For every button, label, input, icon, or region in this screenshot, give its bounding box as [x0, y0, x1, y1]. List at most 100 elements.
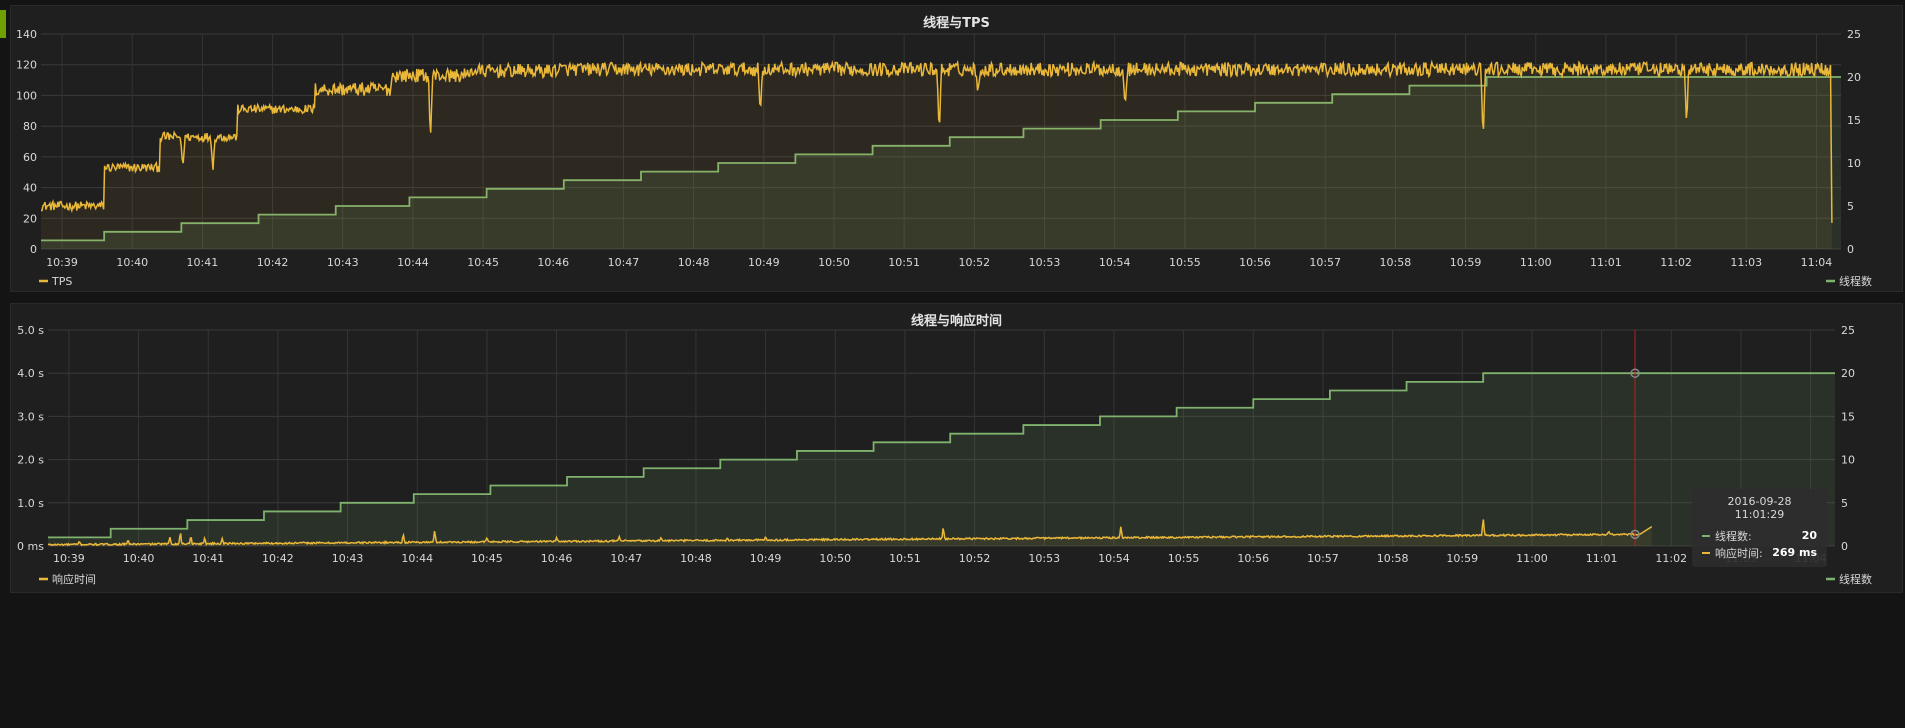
x-tick: 10:46 [541, 552, 573, 565]
x-tick: 10:59 [1450, 256, 1482, 269]
x-tick: 11:00 [1520, 256, 1552, 269]
y-right-tick: 10 [1841, 454, 1855, 467]
y-left-tick: 0 ms [17, 540, 44, 553]
x-tick: 10:43 [327, 256, 359, 269]
x-tick: 10:55 [1169, 256, 1201, 269]
threads-line [41, 76, 1841, 242]
y-left-tick: 100 [16, 89, 37, 102]
y-right-tick: 25 [1841, 324, 1855, 337]
x-tick: 10:40 [116, 256, 148, 269]
y-right-tick: 20 [1841, 367, 1855, 380]
y-right-tick: 5 [1841, 497, 1848, 510]
response-time-panel: 线程与响应时间 0 ms 1.0 s 2.0 s 3.0 s 4.0 s 5.0 s 0 5 1… [10, 303, 1903, 593]
y-left-tick: 4.0 s [17, 367, 44, 380]
tooltip-time: 2016-09-28 11:01:29 [1727, 495, 1792, 521]
x-tick: 10:39 [46, 256, 78, 269]
y-left-tick: 60 [23, 151, 37, 164]
y-right-tick: 15 [1841, 410, 1855, 423]
tps-panel-title[interactable]: 线程与TPS [923, 16, 990, 31]
x-tick: 11:03 [1730, 256, 1762, 269]
x-tick: 10:50 [818, 256, 850, 269]
x-tick: 11:02 [1660, 256, 1692, 269]
main-series-line [47, 519, 1653, 547]
x-tick: 10:59 [1446, 552, 1478, 565]
tooltip-row: 线程数: 20 [1702, 527, 1817, 544]
legend-label: 响应时间 [52, 572, 96, 586]
x-tick: 10:39 [53, 552, 85, 565]
y-right-tick: 10 [1847, 157, 1861, 170]
x-tick: 10:44 [401, 552, 433, 565]
x-tick: 10:49 [750, 552, 782, 565]
x-tick: 10:48 [680, 552, 712, 565]
tooltip-swatch [1702, 534, 1710, 537]
y-left-tick: 5.0 s [17, 324, 44, 337]
y-left-tick: 40 [23, 182, 37, 195]
hover-point-threads [1630, 368, 1640, 378]
y-right-tick: 25 [1847, 28, 1861, 41]
x-tick: 10:45 [471, 552, 503, 565]
y-left-tick: 80 [23, 120, 37, 133]
y-left-tick: 140 [16, 28, 37, 41]
main-series-area [48, 519, 1652, 546]
hover-tooltip: 2016-09-28 11:01:29 线程数: 20 响应时间: 269 ms [1692, 489, 1827, 567]
x-tick: 10:45 [467, 256, 499, 269]
tooltip-value: 20 [1801, 529, 1817, 542]
main-series-line [40, 59, 1833, 223]
x-tick: 11:01 [1590, 256, 1622, 269]
y-right-tick: 20 [1847, 71, 1861, 84]
x-tick: 11:02 [1655, 552, 1687, 565]
legend-right[interactable]: 线程数 [1826, 274, 1872, 288]
tooltip-label: 线程数: [1715, 529, 1752, 543]
y-right-tick: 5 [1847, 200, 1854, 213]
threads-line [48, 372, 1835, 539]
hover-point-response [1630, 529, 1640, 540]
x-tick: 10:47 [608, 256, 640, 269]
x-tick: 10:56 [1239, 256, 1271, 269]
x-tick: 10:55 [1168, 552, 1200, 565]
y-right-tick: 0 [1847, 243, 1854, 256]
y-left-tick: 3.0 s [17, 410, 44, 423]
x-tick: 10:42 [262, 552, 294, 565]
legend-left[interactable]: TPS [39, 275, 72, 288]
response-time-panel-title[interactable]: 线程与响应时间 [910, 314, 1002, 329]
x-tick: 10:53 [1028, 552, 1060, 565]
x-tick: 11:00 [1516, 552, 1548, 565]
legend-label: 线程数 [1839, 274, 1872, 288]
legend-left[interactable]: 响应时间 [39, 572, 96, 586]
x-tick: 10:54 [1099, 256, 1131, 269]
main-series-area [41, 62, 1832, 250]
threads-area [41, 77, 1841, 249]
tps-chart: 0 20 40 60 80 100 120 140 0 5 10 15 20 25 10:39 10:40 10… [16, 28, 1872, 288]
x-tick: 10:41 [192, 552, 224, 565]
y-left-tick: 20 [23, 212, 37, 225]
x-tick: 10:52 [959, 552, 991, 565]
x-tick: 10:43 [332, 552, 364, 565]
x-tick: 10:44 [397, 256, 429, 269]
y-left-tick: 1.0 s [17, 497, 44, 510]
x-tick: 10:53 [1029, 256, 1061, 269]
x-tick: 10:58 [1380, 256, 1412, 269]
x-tick: 10:40 [123, 552, 155, 565]
y-left-tick: 120 [16, 59, 37, 72]
y-left-tick: 0 [30, 243, 37, 256]
tooltip-label: 响应时间: [1715, 546, 1763, 560]
tps-panel: 线程与TPS 0 20 40 60 80 100 120 140 0 5 10 15 20 25 10:39… [10, 5, 1903, 292]
x-tick: 10:42 [257, 256, 289, 269]
x-tick: 10:46 [537, 256, 569, 269]
x-tick: 10:51 [888, 256, 920, 269]
y-right-tick: 15 [1847, 114, 1861, 127]
x-tick: 10:58 [1377, 552, 1409, 565]
response-time-chart: 0 ms 1.0 s 2.0 s 3.0 s 4.0 s 5.0 s 0 5 10 15 20 25 1… [17, 324, 1872, 586]
tooltip-swatch [1702, 551, 1710, 554]
tooltip-row: 响应时间: 269 ms [1702, 544, 1817, 561]
x-tick: 11:04 [1801, 256, 1833, 269]
x-tick: 10:57 [1309, 256, 1341, 269]
tooltip-value: 269 ms [1772, 546, 1817, 559]
x-tick: 10:57 [1307, 552, 1339, 565]
legend-label: 线程数 [1839, 572, 1872, 586]
x-tick: 10:50 [819, 552, 851, 565]
threads-area [48, 373, 1835, 546]
x-tick: 10:49 [748, 256, 780, 269]
legend-label: TPS [51, 275, 72, 288]
legend-right[interactable]: 线程数 [1826, 572, 1872, 586]
